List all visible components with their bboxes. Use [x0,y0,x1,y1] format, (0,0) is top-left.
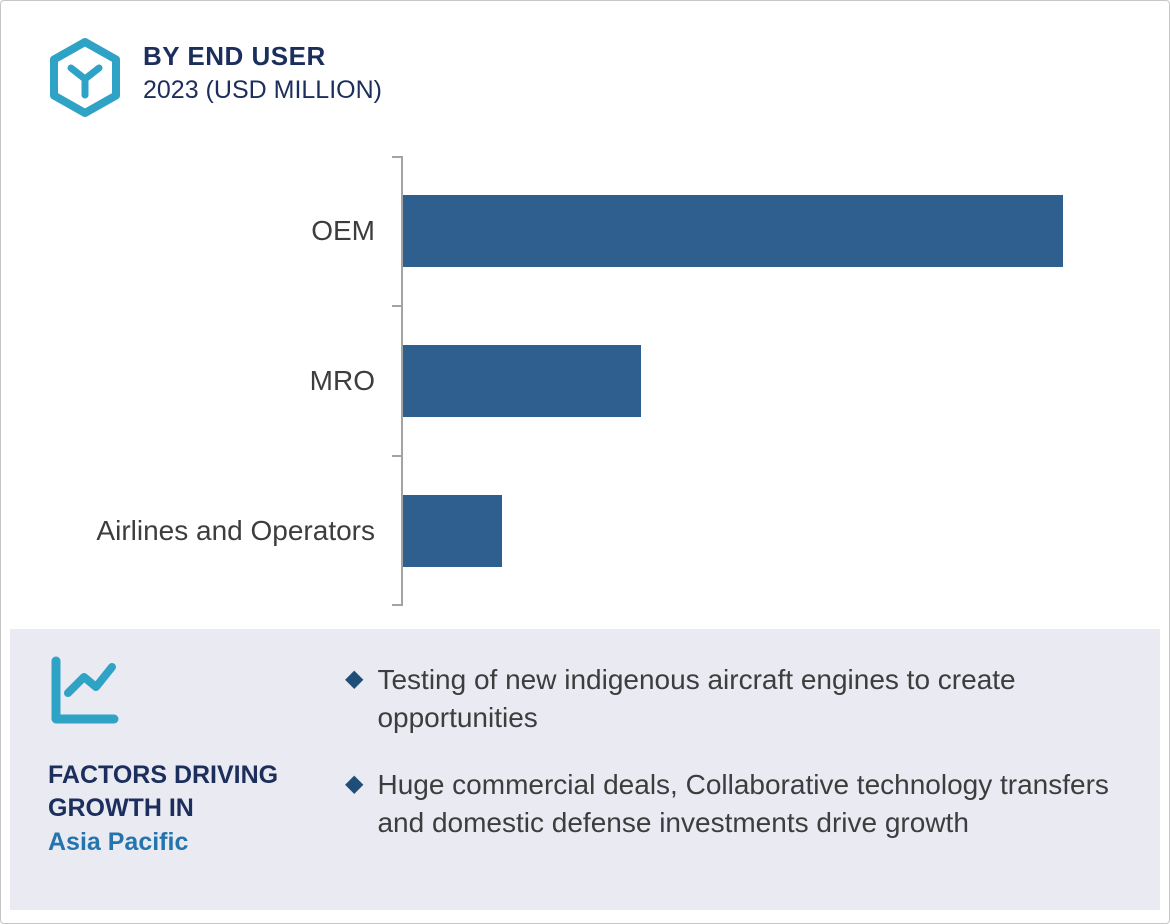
factors-region: Asia Pacific [48,828,189,856]
factor-bullet-text: Testing of new indigenous aircraft engin… [377,664,1016,733]
chart-title: BY END USER [143,41,326,71]
chart-subtitle: 2023 (USD MILLION) [143,76,382,104]
hexagon-logo-icon [47,37,123,119]
chart-axis [392,156,403,606]
diamond-bullet-icon: ◆ [345,770,364,798]
factors-heading: FACTORS DRIVING GROWTH IN Asia Pacific [48,759,318,859]
factors-heading-line2: GROWTH IN [48,793,194,822]
factor-bullet: ◆ Huge commercial deals, Collaborative t… [345,766,1118,841]
category-label: OEM [311,215,375,246]
axis-tick [392,455,401,457]
factor-bullet-text: Huge commercial deals, Collaborative tec… [377,769,1109,838]
factors-left-column: FACTORS DRIVING GROWTH IN Asia Pacific [48,655,318,859]
chart-row: MRO [1,306,1169,456]
line-chart-icon [48,655,318,727]
chart-row: Airlines and Operators [1,456,1169,606]
bar-chart: OEM MRO Airlines and Operators [1,156,1169,606]
chart-row: OEM [1,156,1169,306]
bar-track [401,195,1169,267]
bar-oem [403,195,1063,267]
factors-heading-line1: FACTORS DRIVING [48,761,279,789]
axis-tick [392,604,401,606]
diamond-bullet-icon: ◆ [345,665,364,692]
bar-track [401,345,1169,417]
factors-bullet-list: ◆ Testing of new indigenous aircraft eng… [345,661,1118,871]
category-label: Airlines and Operators [96,515,375,546]
axis-tick [392,305,401,307]
header-text: BY END USER 2023 (USD MILLION) [143,37,382,105]
bar-airlines-and-operators [403,495,502,567]
bar-mro [403,345,641,417]
header: BY END USER 2023 (USD MILLION) [47,37,382,119]
factor-bullet: ◆ Testing of new indigenous aircraft eng… [345,661,1118,736]
axis-tick [392,156,401,158]
chart-rows: OEM MRO Airlines and Operators [1,156,1169,606]
category-label: MRO [309,365,375,396]
bar-track [401,495,1169,567]
factors-panel: FACTORS DRIVING GROWTH IN Asia Pacific ◆… [10,629,1160,910]
